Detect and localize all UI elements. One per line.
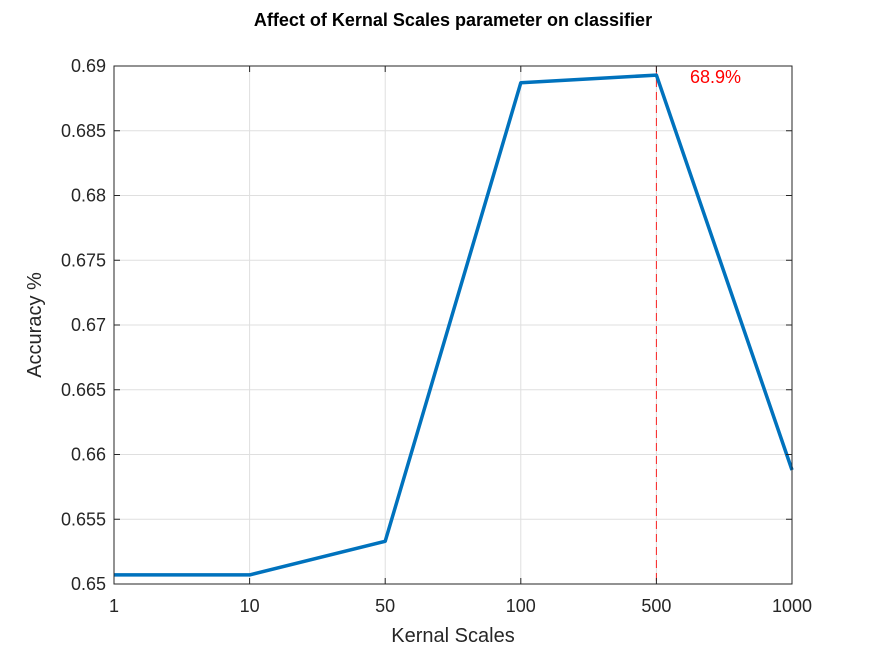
y-ticks: 0.65 0.655 0.66 0.665 0.67 0.675 0.68 0.685 0.69: [61, 56, 792, 594]
x-tick-label: 50: [375, 596, 395, 616]
y-tick-label: 0.69: [71, 56, 106, 76]
data-point: [249, 574, 251, 576]
y-tick-label: 0.67: [71, 315, 106, 335]
annotation-label: 68.9%: [690, 67, 741, 87]
x-tick-label: 1000: [772, 596, 812, 616]
y-tick-label: 0.655: [61, 509, 106, 529]
y-tick-label: 0.685: [61, 121, 106, 141]
x-tick-label: 100: [506, 596, 536, 616]
y-tick-label: 0.66: [71, 445, 106, 465]
y-axis-label: Accuracy %: [24, 272, 46, 378]
grid: [114, 65, 792, 585]
x-tick-label: 500: [641, 596, 671, 616]
y-tick-label: 0.65: [71, 574, 106, 594]
y-tick-label: 0.68: [71, 186, 106, 206]
x-tick-label: 1: [109, 596, 119, 616]
data-point: [384, 540, 386, 542]
y-tick-label: 0.675: [61, 250, 106, 270]
x-axis-label: Kernal Scales: [391, 625, 514, 647]
series-line: [114, 73, 794, 577]
chart-title: Affect of Kernal Scales parameter on cla…: [254, 10, 652, 30]
data-point: [655, 74, 657, 76]
y-tick-label: 0.665: [61, 380, 106, 400]
x-tick-label: 10: [240, 596, 260, 616]
data-point: [520, 82, 522, 84]
x-ticks: 1 10 50 100 500 1000: [109, 66, 812, 616]
